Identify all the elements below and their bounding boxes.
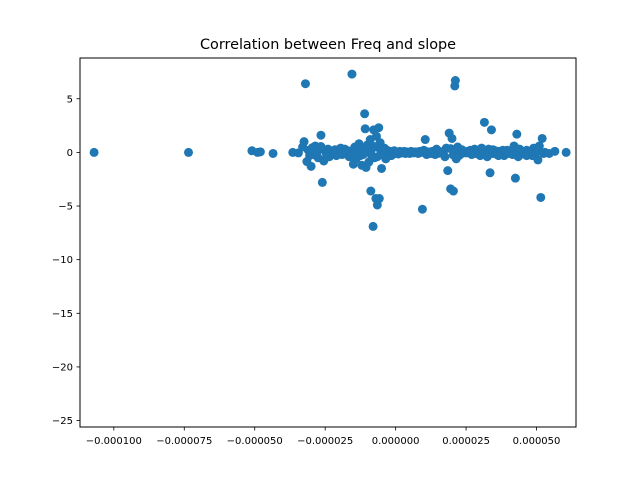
- y-tick-label: −15: [52, 309, 73, 320]
- data-point: [486, 125, 496, 135]
- y-tick-label: −20: [52, 362, 73, 373]
- data-points: [89, 69, 571, 231]
- data-point: [494, 151, 503, 161]
- data-point: [306, 161, 316, 171]
- data-point: [360, 124, 370, 134]
- data-point: [420, 135, 430, 145]
- data-point: [550, 146, 560, 156]
- data-point: [448, 186, 458, 196]
- data-point: [561, 147, 571, 157]
- x-tick-label: −0.000025: [297, 436, 353, 447]
- data-point: [372, 152, 382, 162]
- data-point: [299, 137, 309, 147]
- data-point: [317, 177, 327, 187]
- data-point: [502, 145, 512, 155]
- data-point: [457, 145, 467, 155]
- data-point: [310, 150, 320, 160]
- data-point: [534, 141, 544, 151]
- plot-frame: [79, 57, 577, 428]
- data-point: [355, 143, 365, 153]
- data-point: [522, 151, 532, 161]
- data-point: [374, 123, 384, 133]
- data-point: [366, 186, 376, 196]
- data-point: [417, 204, 427, 214]
- data-point: [537, 133, 547, 143]
- data-point: [513, 144, 523, 154]
- data-point: [512, 129, 522, 139]
- data-point: [300, 79, 310, 89]
- x-tick-label: 0.000050: [513, 436, 561, 447]
- data-point: [479, 117, 489, 127]
- y-axis-ticks: 5 0 −5 −10 −15 −20 −25: [52, 94, 80, 427]
- data-point: [536, 192, 546, 202]
- data-point: [316, 130, 326, 140]
- x-tick-label: 0.000025: [442, 436, 490, 447]
- data-point: [89, 147, 99, 157]
- data-point: [322, 152, 332, 162]
- y-tick-label: −5: [58, 202, 73, 213]
- data-point: [485, 168, 495, 178]
- data-point: [488, 145, 498, 155]
- data-point: [368, 221, 378, 231]
- data-point: [440, 152, 450, 162]
- data-point: [341, 145, 351, 155]
- data-point: [316, 142, 326, 151]
- data-point: [347, 69, 357, 79]
- y-tick-label: 0: [67, 148, 73, 159]
- data-point: [184, 147, 193, 157]
- x-tick-label: −0.000100: [86, 436, 142, 447]
- data-point: [533, 155, 543, 165]
- data-point: [510, 173, 520, 183]
- data-point: [360, 109, 370, 119]
- x-tick-label: −0.000075: [156, 436, 212, 447]
- data-point: [443, 166, 453, 176]
- y-tick-label: −25: [52, 416, 73, 427]
- x-axis-ticks: −0.000100 −0.000075 −0.000050 −0.000025 0.00…: [86, 427, 561, 447]
- data-point: [347, 151, 357, 161]
- x-tick-label: 0.000000: [372, 436, 420, 447]
- data-point: [447, 133, 457, 143]
- data-point: [378, 145, 388, 155]
- chart-title: Correlation between Freq and slope: [200, 37, 456, 53]
- data-point: [255, 147, 265, 157]
- y-tick-label: 5: [67, 94, 73, 105]
- data-point: [374, 194, 384, 204]
- x-tick-label: −0.000050: [227, 436, 283, 447]
- data-point: [450, 76, 460, 86]
- y-tick-label: −10: [52, 255, 73, 266]
- data-point: [377, 163, 387, 173]
- data-point: [268, 148, 278, 158]
